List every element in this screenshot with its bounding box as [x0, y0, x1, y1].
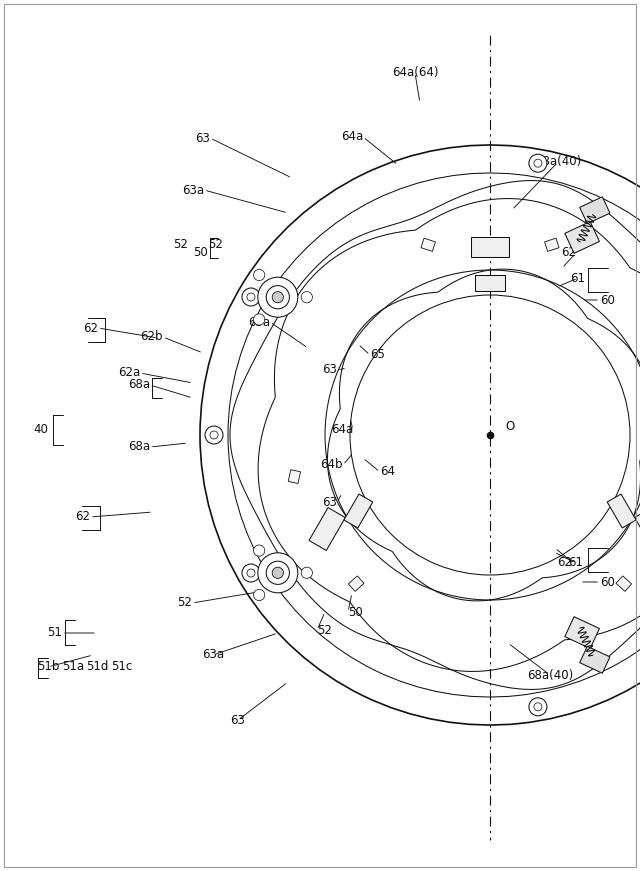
Text: 61: 61 [570, 272, 586, 285]
Polygon shape [564, 617, 600, 649]
Circle shape [253, 269, 265, 280]
Text: 64a: 64a [331, 423, 353, 436]
Text: 63: 63 [322, 363, 337, 376]
Text: 40: 40 [33, 423, 48, 436]
Circle shape [301, 292, 312, 303]
Polygon shape [580, 197, 610, 224]
Text: 68a: 68a [128, 379, 150, 391]
Circle shape [272, 292, 284, 303]
Text: 68a(40): 68a(40) [535, 156, 581, 168]
Text: 63: 63 [322, 496, 337, 510]
Text: 62: 62 [561, 246, 576, 260]
Text: 64: 64 [380, 465, 395, 478]
Text: 62a: 62a [118, 367, 140, 380]
Text: 51d: 51d [86, 660, 108, 673]
Circle shape [534, 703, 542, 711]
Polygon shape [616, 576, 632, 591]
Circle shape [210, 431, 218, 439]
Circle shape [272, 567, 284, 578]
Circle shape [247, 293, 255, 301]
Polygon shape [475, 275, 505, 291]
Circle shape [266, 286, 289, 309]
Circle shape [258, 553, 298, 593]
Text: O: O [505, 421, 515, 434]
Polygon shape [607, 494, 636, 528]
Text: 63a: 63a [248, 315, 270, 328]
Circle shape [534, 159, 542, 167]
Text: 50: 50 [193, 246, 208, 260]
Polygon shape [344, 494, 372, 528]
Polygon shape [348, 576, 364, 591]
Text: 60: 60 [600, 294, 615, 307]
Circle shape [258, 277, 298, 317]
Text: 63: 63 [195, 132, 210, 145]
Polygon shape [545, 238, 559, 252]
Text: 52: 52 [173, 239, 188, 252]
Circle shape [205, 426, 223, 444]
Text: 51: 51 [47, 626, 62, 639]
Polygon shape [580, 646, 610, 673]
Text: 62b: 62b [141, 330, 163, 343]
Circle shape [247, 569, 255, 577]
Text: 51c: 51c [111, 660, 132, 673]
Polygon shape [635, 508, 640, 550]
Text: 62: 62 [75, 510, 90, 523]
Circle shape [242, 564, 260, 582]
Circle shape [253, 590, 265, 601]
Text: 63: 63 [230, 713, 245, 726]
Circle shape [253, 314, 265, 325]
Text: 65: 65 [370, 348, 385, 361]
Circle shape [529, 698, 547, 716]
Text: 52: 52 [208, 239, 223, 252]
Text: 63a: 63a [182, 184, 204, 197]
Text: 62: 62 [557, 556, 572, 569]
Text: 62: 62 [83, 321, 98, 334]
Text: 64b: 64b [321, 458, 343, 471]
Text: 61: 61 [568, 557, 584, 570]
Polygon shape [471, 237, 509, 257]
Text: 60: 60 [600, 576, 615, 589]
Text: 64a(64): 64a(64) [392, 66, 438, 79]
Text: 52: 52 [177, 597, 192, 610]
Text: 51b: 51b [37, 660, 59, 673]
Polygon shape [309, 508, 346, 550]
Polygon shape [564, 221, 600, 253]
Text: 63a: 63a [202, 649, 224, 661]
Circle shape [266, 561, 289, 584]
Text: 52: 52 [317, 624, 332, 637]
Circle shape [242, 288, 260, 306]
Circle shape [529, 154, 547, 172]
Text: 50: 50 [348, 605, 363, 618]
Text: 51a: 51a [62, 660, 84, 673]
Text: 68a(40): 68a(40) [527, 669, 573, 681]
Text: 64a: 64a [340, 131, 363, 144]
Circle shape [301, 567, 312, 578]
Polygon shape [288, 469, 301, 483]
Text: 68a: 68a [128, 441, 150, 454]
Circle shape [253, 545, 265, 557]
Polygon shape [421, 238, 435, 252]
